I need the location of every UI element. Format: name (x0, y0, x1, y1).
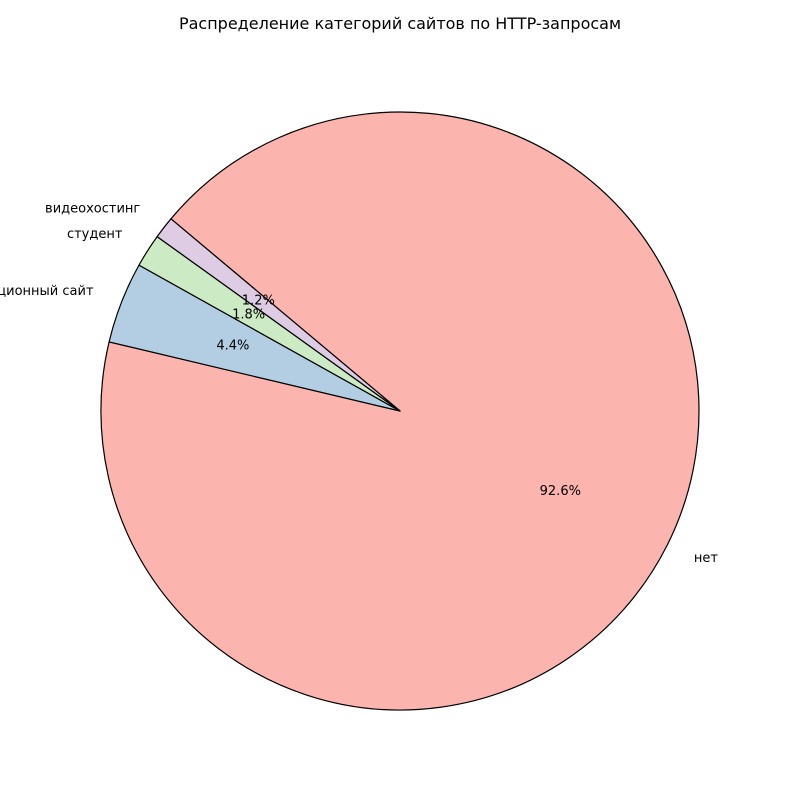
pie-pct-label-видеохостинг: 1.2% (242, 293, 275, 308)
pie-pct-label-нет: 92.6% (540, 484, 581, 499)
pie-category-label-информационный-сайт: информационный сайт (0, 284, 94, 299)
pie-slices (100, 111, 700, 711)
chart-title: Распределение категорий сайтов по HTTP-з… (179, 14, 621, 33)
pie-category-label-видеохостинг: видеохостинг (45, 202, 140, 217)
pie-labels: 92.6% нет 4.4% информационный сайт 1.8% студе… (0, 202, 718, 566)
pie-pct-label-информационный-сайт: 4.4% (216, 338, 249, 353)
pie-category-label-нет: нет (694, 551, 718, 566)
pie-category-label-студент: студент (67, 227, 123, 242)
pie-slice-видеохостинг (156, 218, 401, 412)
pie-pct-label-студент: 1.8% (232, 307, 265, 322)
